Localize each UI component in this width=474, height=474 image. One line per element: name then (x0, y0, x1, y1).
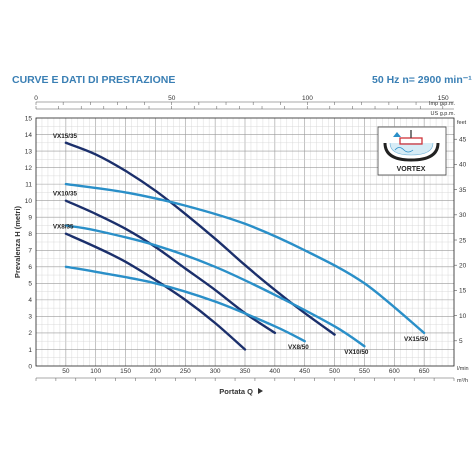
x-tick-label: 400 (269, 368, 280, 375)
flow-arrow-icon (393, 132, 401, 137)
curve-label: VX15/35 (53, 133, 78, 140)
y-tick-label: 5 (28, 281, 32, 288)
right-tick-label: 35 (459, 187, 467, 194)
right-tick-label: 45 (459, 137, 467, 144)
x-unit-label: l/min (457, 366, 469, 372)
right-tick-label: 25 (459, 237, 467, 244)
series-line-vx8-50 (64, 265, 306, 343)
y-tick-label: 3 (28, 314, 32, 321)
curve-label: VX10/50 (344, 349, 369, 356)
y-tick-label: 10 (25, 198, 33, 205)
x-tick-label: 50 (62, 368, 70, 375)
x-tick-label: 450 (299, 368, 310, 375)
y-tick-label: 7 (28, 248, 32, 255)
top-axis-start-label: 0 (34, 95, 38, 102)
top-tick-label: 150 (438, 95, 449, 102)
x-tick-label: 100 (90, 368, 101, 375)
series-line-vx8-35 (64, 232, 247, 351)
y-tick-label: 6 (28, 264, 32, 271)
x-tick-label: 250 (180, 368, 191, 375)
grid (36, 118, 454, 366)
top-tick-label: 50 (168, 95, 176, 102)
x-tick-label: 300 (210, 368, 221, 375)
x-axis: 50 100 150 200 250 300 350 400 450 500 550 600 650 l/… (35, 366, 469, 384)
x-unit2-label: m³/h (457, 378, 468, 384)
series-line-vx10-50 (64, 224, 366, 348)
curve-labels: VX15/35 VX10/35 VX8/35 VX8/50 VX10/50 VX15/50 (53, 133, 429, 356)
y-tick-label: 15 (25, 115, 33, 122)
chart-subtitle: 50 Hz n= 2900 min⁻¹ (372, 74, 472, 86)
right-tick-label: 10 (459, 313, 467, 320)
y-tick-label: 14 (25, 132, 33, 139)
chart-title: CURVE E DATI DI PRESTAZIONE (12, 74, 176, 86)
right-tick-label: 15 (459, 288, 467, 295)
right-unit-label: feet (457, 120, 467, 126)
right-tick-label: 40 (459, 162, 467, 169)
plot-frame (35, 117, 455, 367)
y-tick-label: 12 (25, 165, 33, 172)
curve-label: VX8/50 (288, 344, 309, 351)
y-tick-label: 2 (28, 330, 32, 337)
x-tick-label: 600 (389, 368, 400, 375)
right-axis: feet 5 10 15 20 25 30 35 40 45 (454, 120, 467, 345)
x-axis-arrow-icon (258, 388, 263, 394)
pump-casing-icon (383, 142, 440, 162)
right-tick-label: 30 (459, 212, 467, 219)
y-tick-label: 13 (25, 148, 33, 155)
right-tick-label: 5 (459, 338, 463, 345)
y-tick-label: 4 (28, 297, 32, 304)
top-unit2-label: US g.p.m. (431, 111, 456, 117)
x-tick-label: 650 (419, 368, 430, 375)
y-tick-label: 1 (28, 347, 32, 354)
inset-label: VORTEX (397, 166, 426, 173)
y-tick-label: 9 (28, 215, 32, 222)
curve-label: VX15/50 (404, 336, 429, 343)
series-lines (64, 141, 426, 351)
top-tick-label: 100 (302, 95, 313, 102)
x-tick-label: 150 (120, 368, 131, 375)
x-tick-label: 200 (150, 368, 161, 375)
top-unit1-label: Imp g.p.m. (429, 101, 455, 107)
x-tick-label: 350 (240, 368, 251, 375)
y-tick-label: 0 (28, 363, 32, 370)
vortex-inset: VORTEX (377, 126, 447, 176)
x-tick-label: 550 (359, 368, 370, 375)
y-tick-label: 8 (28, 231, 32, 238)
y-tick-label: 11 (25, 181, 32, 188)
series-line-vx15-50 (64, 182, 426, 335)
x-axis-label: Portata Q (219, 387, 253, 396)
y-axis-label: Prevalenza H (metri) (13, 205, 22, 278)
x-tick-label: 500 (329, 368, 340, 375)
curve-label: VX8/35 (53, 224, 74, 231)
right-tick-label: 20 (459, 263, 467, 270)
curve-label: VX10/35 (53, 191, 78, 198)
